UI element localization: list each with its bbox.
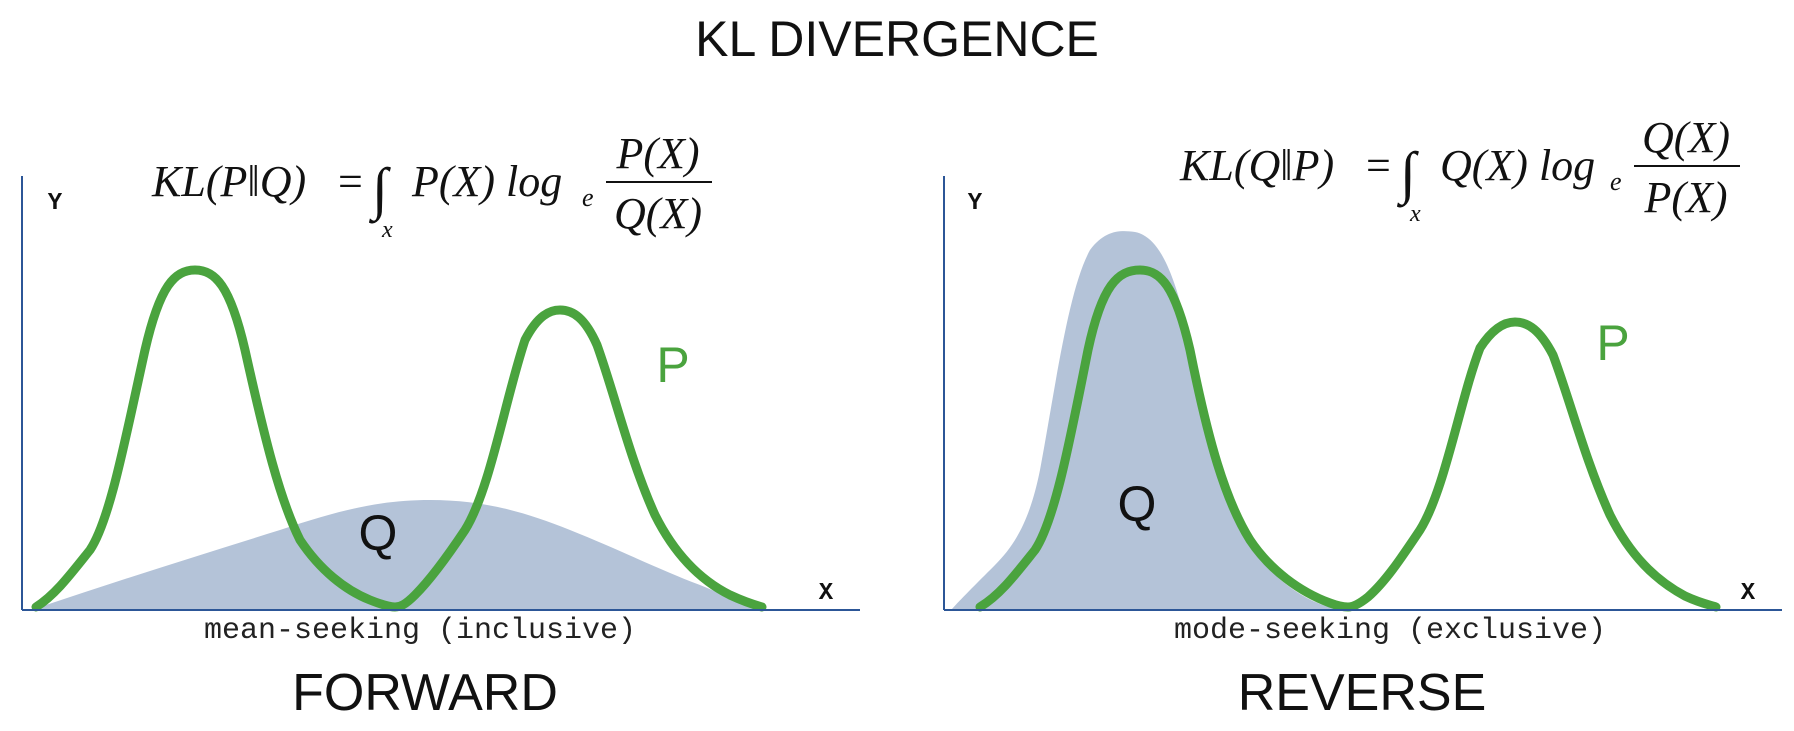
panel-name: FORWARD bbox=[292, 664, 558, 722]
integral-subscript: x bbox=[1409, 201, 1421, 227]
formula-lhs: KL(Q‖P) bbox=[1179, 141, 1334, 190]
panel-name: REVERSE bbox=[1238, 664, 1487, 722]
y-axis-label: Y bbox=[968, 190, 983, 217]
formula-integrand: Q(X) log bbox=[1440, 141, 1595, 190]
q-label: Q bbox=[1118, 476, 1157, 532]
p-distribution-curve bbox=[975, 265, 1721, 612]
log-base: e bbox=[1610, 167, 1622, 196]
integral-sign: ∫ bbox=[1396, 140, 1419, 208]
x-axis-label: X bbox=[1741, 580, 1756, 607]
p-distribution-curve bbox=[31, 265, 767, 612]
formula-integrand: P(X) log bbox=[411, 157, 562, 206]
reverse-kl-formula: KL(Q‖P) = ∫ x Q(X) log e Q(X) P(X) bbox=[1179, 113, 1740, 227]
fraction-numerator: Q(X) bbox=[1642, 113, 1730, 162]
p-label: P bbox=[656, 337, 689, 393]
formula-equals: = bbox=[1366, 141, 1391, 190]
p-label: P bbox=[1596, 315, 1629, 371]
y-axis-label: Y bbox=[48, 190, 63, 217]
fraction-denominator: P(X) bbox=[1643, 173, 1727, 222]
forward-kl-formula: KL(P‖Q) = ∫ x P(X) log e P(X) Q(X) bbox=[151, 129, 712, 243]
q-distribution-area bbox=[952, 231, 1345, 610]
log-base: e bbox=[582, 183, 594, 212]
forward-panel: Y X P Q KL(P‖Q) = ∫ x P(X) log e P(X) Q(… bbox=[21, 129, 860, 722]
panel-caption: mean-seeking (inclusive) bbox=[204, 614, 636, 648]
formula-lhs: KL(P‖Q) bbox=[151, 157, 306, 206]
q-distribution-area bbox=[40, 500, 760, 609]
formula-equals: = bbox=[338, 157, 363, 206]
reverse-panel: Y X P Q KL(Q‖P) = ∫ x Q(X) log e Q(X) P(… bbox=[943, 113, 1782, 722]
integral-subscript: x bbox=[381, 217, 393, 243]
x-axis-label: X bbox=[819, 580, 834, 607]
fraction-numerator: P(X) bbox=[615, 129, 699, 178]
fraction-denominator: Q(X) bbox=[614, 189, 702, 238]
diagram-title: KL DIVERGENCE bbox=[695, 11, 1099, 67]
panel-caption: mode-seeking (exclusive) bbox=[1174, 614, 1606, 648]
integral-sign: ∫ bbox=[368, 156, 391, 224]
q-label: Q bbox=[359, 505, 398, 561]
